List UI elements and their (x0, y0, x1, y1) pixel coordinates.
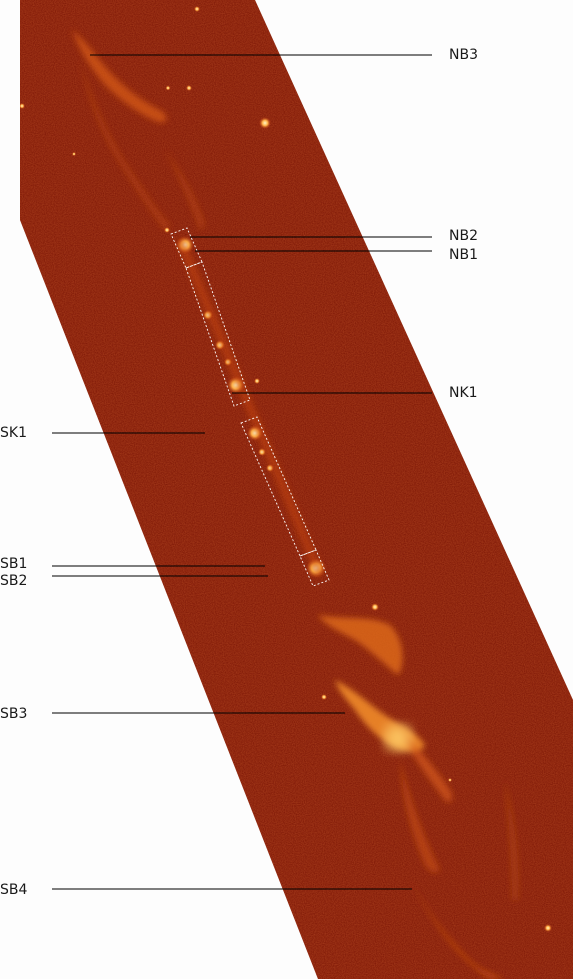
label-nk1: NK1 (449, 385, 478, 401)
north-bow-emission (72, 30, 205, 230)
label-sb3: SB3 (0, 706, 28, 722)
label-sb2: SB2 (0, 573, 28, 589)
image-strip (20, 0, 573, 979)
leader-lines (52, 54, 432, 890)
label-nb2: NB2 (449, 228, 478, 244)
label-nb3: NB3 (449, 47, 478, 63)
jet-knots (176, 236, 326, 578)
label-sb1: SB1 (0, 556, 28, 572)
field-stars (20, 6, 552, 932)
label-sb4: SB4 (0, 882, 28, 898)
label-sk1: SK1 (0, 425, 27, 441)
sky-noise (20, 0, 573, 979)
slit-apertures (170, 227, 330, 587)
slit-box-south (299, 549, 330, 587)
south-bow-emission (318, 615, 519, 979)
slit-box-long (185, 261, 251, 407)
slit-box-middle (240, 416, 317, 557)
label-nb1: NB1 (449, 247, 478, 263)
